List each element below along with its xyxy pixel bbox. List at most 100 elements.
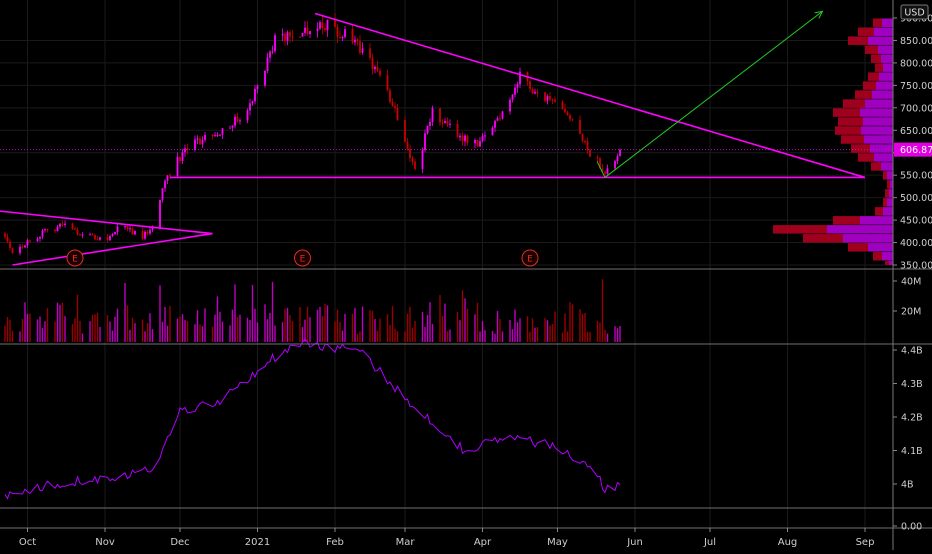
candle-body [129, 228, 131, 230]
volume-bar [389, 325, 391, 342]
candle-body [414, 161, 416, 170]
candle-body [571, 119, 574, 121]
volume-bar [496, 311, 499, 342]
volume-bar [439, 294, 441, 342]
volume-bar [494, 333, 496, 342]
volume-bar [589, 332, 591, 342]
candle-body [21, 246, 24, 248]
profile-bar-dominant [865, 99, 893, 108]
candle-body [111, 234, 114, 236]
volume-bar [406, 313, 409, 342]
price-tick-label: 400.00 [900, 238, 932, 249]
volume-bar [431, 323, 434, 342]
candle-body [76, 229, 79, 235]
volume-bar [514, 309, 516, 342]
volume-bar [184, 320, 186, 342]
volume-bar [519, 318, 521, 342]
candle-body [351, 29, 354, 43]
profile-bar-dominant [889, 261, 893, 265]
profile-bar-secondary [855, 90, 872, 99]
profile-bar-dominant [874, 153, 893, 162]
profile-bar-dominant [874, 27, 893, 36]
candle-body [161, 188, 164, 200]
volume-bar [24, 302, 26, 342]
candle-body [201, 139, 204, 145]
time-tick-label: Jun [626, 537, 643, 548]
price-tick-label: 800.00 [900, 58, 932, 69]
profile-bar-dominant [881, 54, 893, 63]
profile-bar-dominant [879, 72, 893, 81]
volume-bar [234, 284, 236, 342]
candle-body [566, 112, 569, 116]
profile-bar-dominant [872, 90, 893, 99]
volume-bar [409, 306, 411, 342]
volume-bar [321, 315, 324, 342]
profile-bar-secondary [871, 54, 881, 63]
candle-body [216, 134, 219, 136]
candle-body [71, 223, 74, 229]
volume-bar [291, 321, 294, 342]
candle-body [186, 148, 189, 150]
candle-body [269, 51, 271, 58]
candle-body [596, 156, 599, 159]
earnings-marker-icon[interactable] [66, 249, 84, 267]
profile-bar-secondary [865, 45, 878, 54]
volume-bar [266, 319, 269, 342]
profile-bar-dominant [861, 126, 893, 135]
volume-bar [394, 328, 396, 342]
earnings-marker-icon[interactable] [294, 249, 311, 267]
volume-bar [614, 326, 616, 342]
volume-tick-label: 20M [901, 307, 921, 318]
candle-body [586, 141, 589, 150]
candle-body [166, 175, 169, 181]
profile-bar-secondary [863, 81, 876, 90]
candle-body [421, 150, 424, 170]
volume-bar [356, 333, 359, 342]
candle-body [581, 133, 584, 141]
candle-body [326, 19, 329, 31]
candle-body [544, 92, 546, 101]
volume-bar [319, 306, 321, 342]
volume-bar [421, 311, 424, 342]
volume-bar [219, 311, 221, 342]
volume-bar [549, 325, 551, 342]
candle-body [229, 127, 231, 129]
candle-body [221, 128, 224, 135]
profile-bar-dominant [876, 81, 893, 90]
volume-bar [444, 303, 446, 342]
volume-bars [4, 279, 621, 342]
trendline-triangle_upper [0, 210, 213, 235]
candle-body [386, 75, 389, 91]
candle-body [501, 111, 504, 119]
earnings-marker-icon[interactable] [521, 249, 539, 267]
indicator-line [4, 338, 621, 500]
volume-bar [371, 310, 374, 342]
candle-body [619, 149, 621, 157]
volume-bar [204, 308, 206, 342]
candle-body [599, 158, 601, 169]
volume-bar [544, 317, 546, 342]
volume-bar [344, 313, 346, 342]
volume-bar [289, 315, 291, 342]
volume-bar [479, 331, 481, 342]
candle-body [124, 226, 126, 228]
volume-bar [361, 306, 364, 342]
trendline-descending_trendline [314, 12, 866, 179]
candle-body [264, 70, 266, 86]
volume-bar [566, 331, 569, 342]
volume-bar [596, 320, 599, 342]
candle-body [479, 141, 481, 147]
candle-body [614, 161, 616, 169]
candle-body [141, 231, 144, 239]
profile-bar-secondary [843, 99, 865, 108]
profile-bar-dominant [860, 108, 893, 117]
volume-bar [146, 322, 149, 342]
earnings-marker-label: E [300, 255, 306, 265]
candle-body [369, 48, 371, 58]
profile-bar-secondary [875, 207, 883, 216]
profile-bar-dominant [860, 216, 893, 225]
volume-bar [484, 330, 486, 342]
